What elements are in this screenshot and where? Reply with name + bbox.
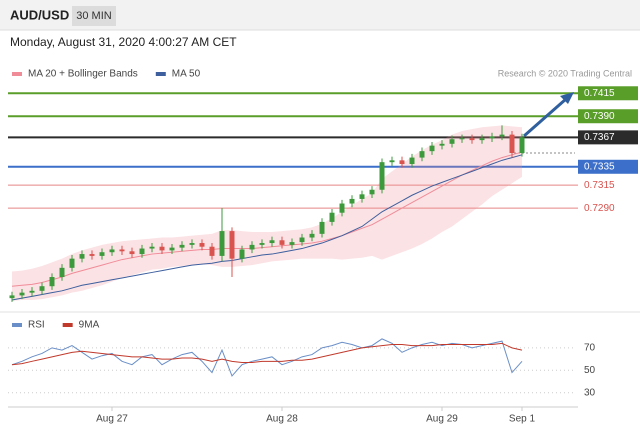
candle-body	[19, 292, 25, 296]
candle-body	[469, 138, 475, 141]
level-label: 0.7390	[584, 111, 615, 122]
ma-line	[11, 151, 523, 287]
candle-body	[339, 203, 345, 213]
candle-body	[419, 151, 425, 158]
candle-body	[289, 242, 295, 245]
x-tick-label: Aug 29	[426, 414, 458, 425]
legend-label: MA 50	[172, 69, 201, 80]
level-label: 0.7290	[584, 203, 615, 214]
interval-badge[interactable]	[72, 6, 116, 26]
candle-body	[279, 240, 285, 245]
candle-body	[39, 286, 45, 291]
legend-label: 9MA	[79, 320, 100, 331]
candle-body	[79, 254, 85, 259]
x-tick-label: Sep 1	[509, 414, 536, 425]
symbol: AUD/USD	[10, 7, 69, 22]
candle-body	[229, 231, 235, 259]
candle-body	[249, 244, 255, 250]
level-box	[578, 109, 638, 124]
candle-body	[379, 162, 385, 190]
level-box	[578, 86, 638, 101]
candle-body	[219, 231, 225, 256]
level-label: 0.7315	[584, 180, 615, 191]
candle-body	[409, 157, 415, 165]
candle-body	[269, 240, 275, 244]
indicator-line	[11, 342, 523, 366]
legend-swatch	[12, 72, 22, 76]
y-tick-label: 70	[584, 342, 596, 353]
legend-swatch	[155, 72, 166, 76]
x-tick-label: Aug 28	[266, 414, 298, 425]
candle-body	[119, 249, 125, 252]
candle-body	[59, 267, 65, 278]
candle-body	[479, 138, 485, 141]
candle-body	[169, 247, 175, 251]
candle-body	[89, 254, 95, 256]
candle-body	[129, 251, 135, 255]
candle-body	[299, 237, 305, 243]
indicator-line	[11, 338, 523, 377]
candle-body	[349, 198, 355, 204]
candle-body	[389, 160, 395, 163]
legend-label: RSI	[28, 320, 45, 331]
level-label: 0.7415	[584, 88, 615, 99]
candle-body	[139, 248, 145, 255]
credit: Research © 2020 Trading Central	[498, 68, 632, 78]
candle-body	[69, 258, 75, 268]
candle-body	[459, 138, 465, 140]
level-label: 0.7335	[584, 161, 615, 172]
ma-line	[11, 154, 523, 301]
legend-swatch	[62, 323, 73, 327]
projection-arrow	[523, 97, 567, 138]
candle-body	[499, 134, 505, 137]
level-box	[578, 159, 638, 174]
interval[interactable]: 30 MIN	[76, 10, 112, 22]
y-tick-label: 50	[584, 365, 596, 376]
candle-body	[369, 189, 375, 195]
candle-body	[159, 246, 165, 251]
candle-body	[489, 136, 495, 139]
candle-body	[359, 194, 365, 199]
candle-body	[259, 243, 265, 245]
candle-body	[399, 160, 405, 165]
level-label: 0.7367	[584, 132, 615, 143]
candle-body	[109, 249, 115, 253]
candle-body	[199, 243, 205, 247]
candle-body	[439, 143, 445, 146]
candle-body	[9, 295, 15, 299]
candle-body	[29, 290, 35, 293]
candle-body	[239, 249, 245, 259]
candle-body	[149, 246, 155, 249]
candle-body	[189, 243, 195, 245]
plot-layer: MA 20 + Bollinger Bands MA 50 0.7415 0.7390…	[8, 69, 638, 425]
candle-body	[509, 134, 515, 153]
level-box	[578, 130, 638, 145]
legend-label: MA 20 + Bollinger Bands	[28, 69, 138, 80]
projection-arrowhead	[560, 92, 574, 104]
candle-body	[429, 145, 435, 152]
candle-body	[319, 221, 325, 234]
candle-body	[179, 244, 185, 248]
candle-body	[449, 139, 455, 144]
legend-swatch	[12, 323, 22, 327]
candle-body	[309, 233, 315, 238]
candle-body	[519, 137, 525, 153]
candle-body	[329, 212, 335, 222]
timestamp: Monday, August 31, 2020 4:00:27 AM CET	[10, 35, 237, 49]
candle-body	[209, 246, 215, 256]
y-tick-label: 30	[584, 387, 596, 398]
candle-body	[49, 277, 55, 287]
x-tick-label: Aug 27	[96, 414, 128, 425]
bollinger-band	[12, 125, 522, 301]
candle-body	[99, 252, 105, 256]
